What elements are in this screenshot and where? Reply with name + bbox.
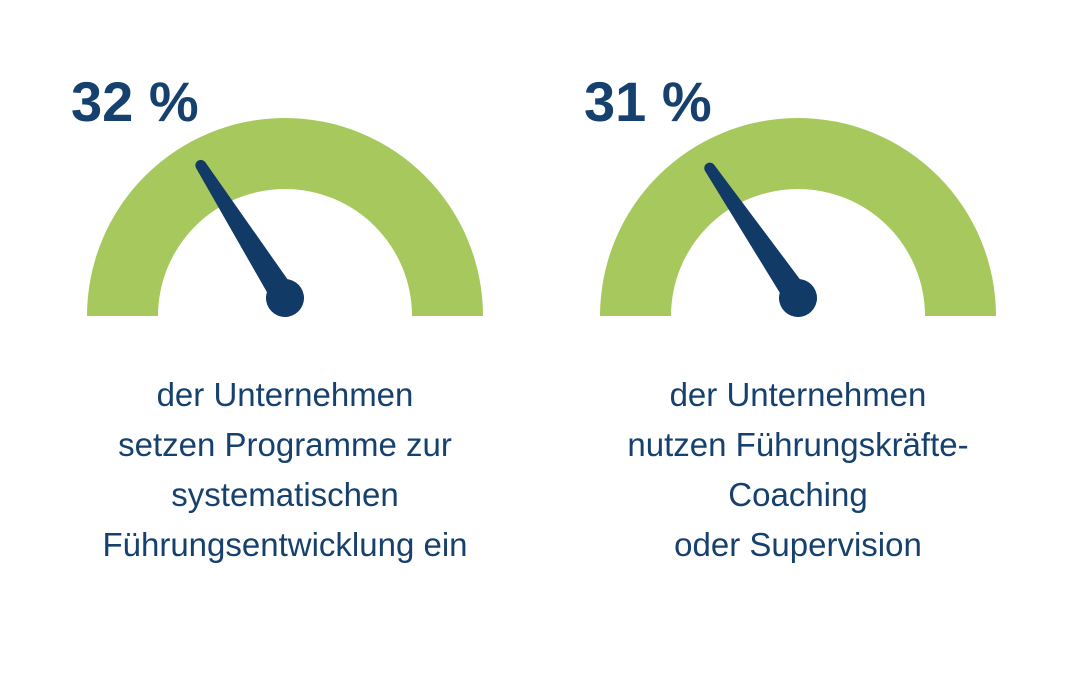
gauge-chart: [600, 118, 996, 317]
caption-line: Coaching: [728, 476, 868, 513]
gauge-value-label: 32 %: [71, 70, 199, 133]
gauge-arc: [87, 118, 483, 316]
caption-line: oder Supervision: [674, 526, 922, 563]
gauge-card-coaching-supervision: 31 % der Unternehmen nutzen Führungskräf…: [568, 0, 1028, 700]
caption-line: systematischen: [171, 476, 399, 513]
caption-line: der Unternehmen: [669, 376, 927, 413]
gauge-caption: der Unternehmen nutzen Führungskräfte- C…: [568, 370, 1028, 570]
gauge-caption: der Unternehmen setzen Programme zur sys…: [55, 370, 515, 570]
gauge-value-label: 31 %: [584, 70, 712, 133]
caption-line: der Unternehmen: [156, 376, 414, 413]
gauge-card-leadership-programs: 32 % der Unternehmen setzen Programme zu…: [55, 0, 515, 700]
caption-line: nutzen Führungskräfte-: [627, 426, 969, 463]
gauge-chart: [87, 118, 483, 317]
caption-line: Führungsentwicklung ein: [102, 526, 468, 563]
gauge-needle-icon: [704, 162, 817, 317]
gauge-needle-icon: [195, 159, 304, 317]
caption-line: setzen Programme zur: [118, 426, 452, 463]
gauge-arc: [600, 118, 996, 316]
